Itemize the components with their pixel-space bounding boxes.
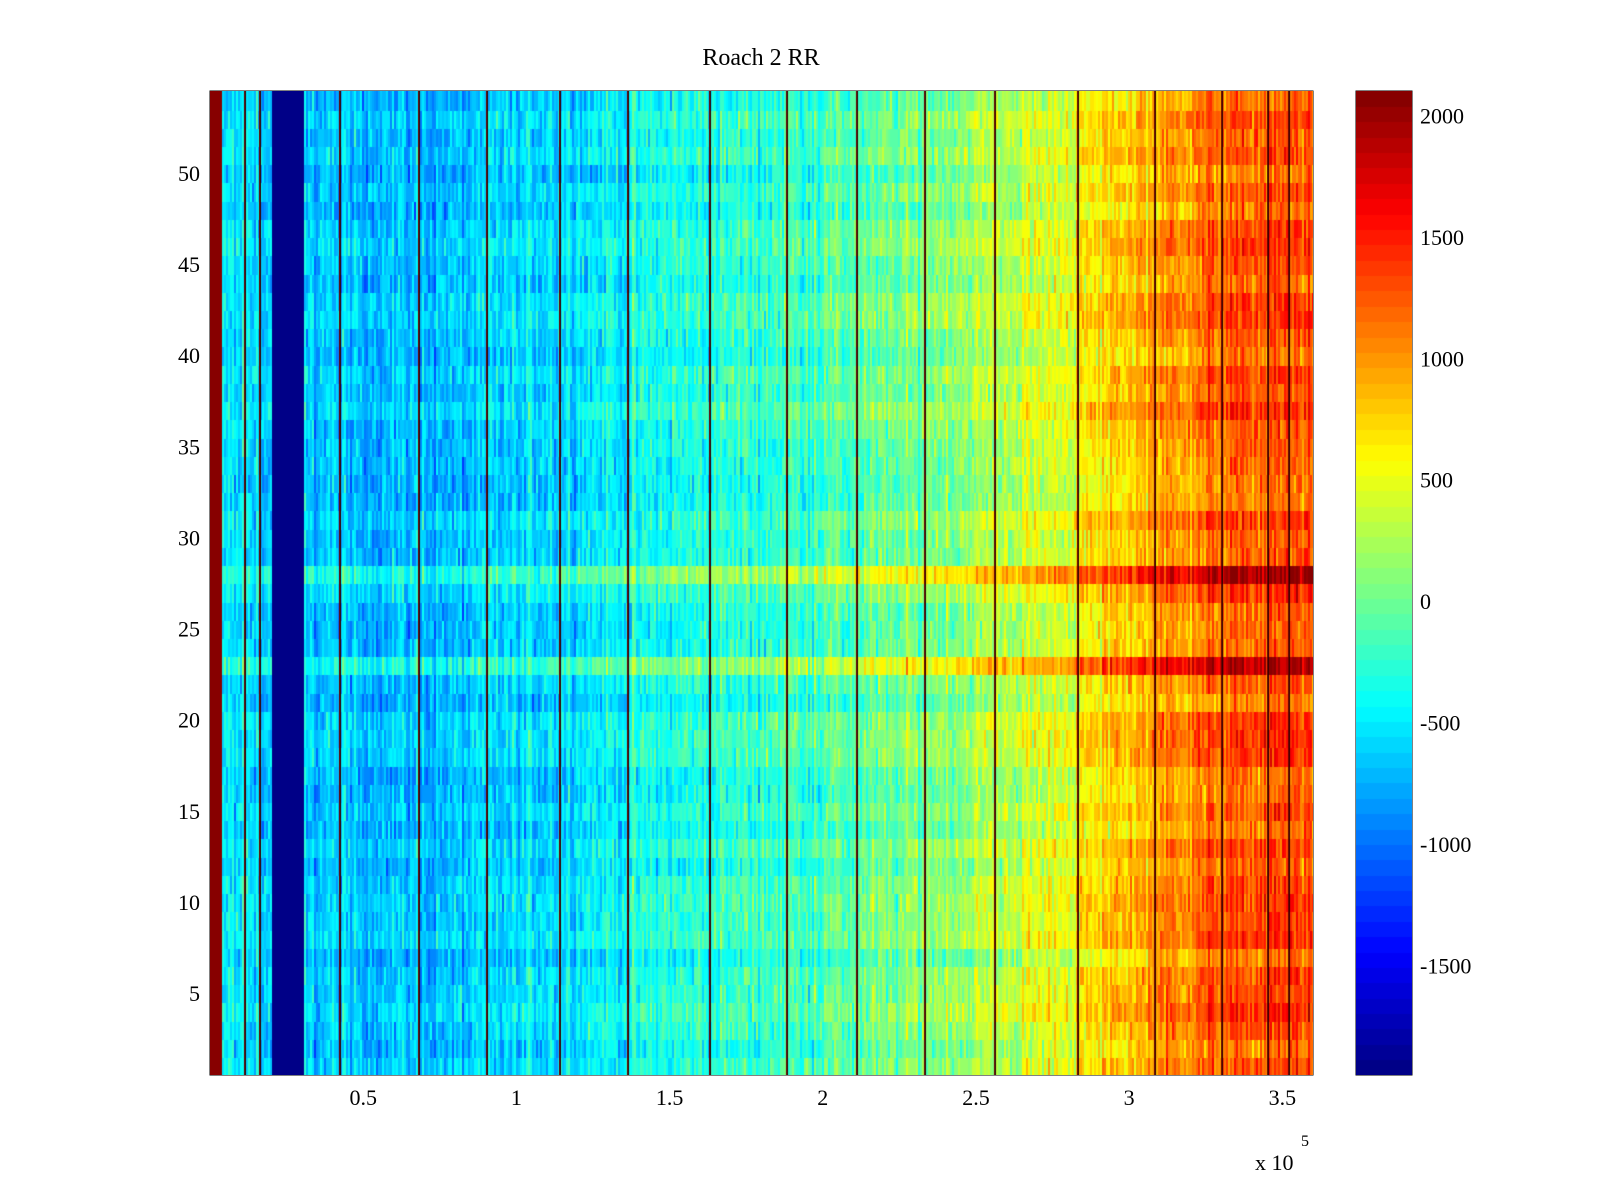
colorbar-tick-group: 2000 1500 1000 500 0 -500 -1000 -1500 [1356, 103, 1471, 979]
x-exponent-label: x 10 [1255, 1150, 1294, 1175]
x-tick-label: 3.5 [1269, 1085, 1297, 1110]
y-tick-group: 5 10 15 20 25 30 35 40 45 50 [178, 161, 1313, 1006]
x-tick-label: 1 [511, 1085, 522, 1110]
colorbar-tick-label: 1000 [1420, 346, 1464, 371]
x-tick-label: 2.5 [962, 1085, 990, 1110]
y-tick-label: 20 [178, 708, 200, 733]
y-tick-label: 25 [178, 617, 200, 642]
colorbar-tick-label: -1000 [1420, 832, 1471, 857]
colorbar-tick-label: 2000 [1420, 103, 1464, 128]
colorbar-tick-label: -1500 [1420, 954, 1471, 979]
y-tick-label: 45 [178, 252, 200, 277]
y-tick-label: 15 [178, 799, 200, 824]
colorbar [1356, 91, 1412, 1075]
colorbar-tick-label: 1500 [1420, 225, 1464, 250]
x-exponent-value: 5 [1301, 1133, 1309, 1150]
x-tick-label: 2 [817, 1085, 828, 1110]
x-tick-label: 1.5 [656, 1085, 684, 1110]
y-tick-label: 40 [178, 343, 200, 368]
colorbar-tick-label: 500 [1420, 468, 1453, 493]
x-tick-label: 3 [1124, 1085, 1135, 1110]
y-tick-label: 35 [178, 434, 200, 459]
y-tick-label: 5 [189, 981, 200, 1006]
y-tick-label: 30 [178, 525, 200, 550]
x-tick-label: 0.5 [349, 1085, 377, 1110]
y-tick-label: 10 [178, 890, 200, 915]
colorbar-tick-label: -500 [1420, 711, 1460, 736]
chart-title: Roach 2 RR [702, 45, 819, 71]
heatmap [210, 91, 1313, 1075]
y-tick-label: 50 [178, 161, 200, 186]
colorbar-tick-label: 0 [1420, 589, 1431, 614]
